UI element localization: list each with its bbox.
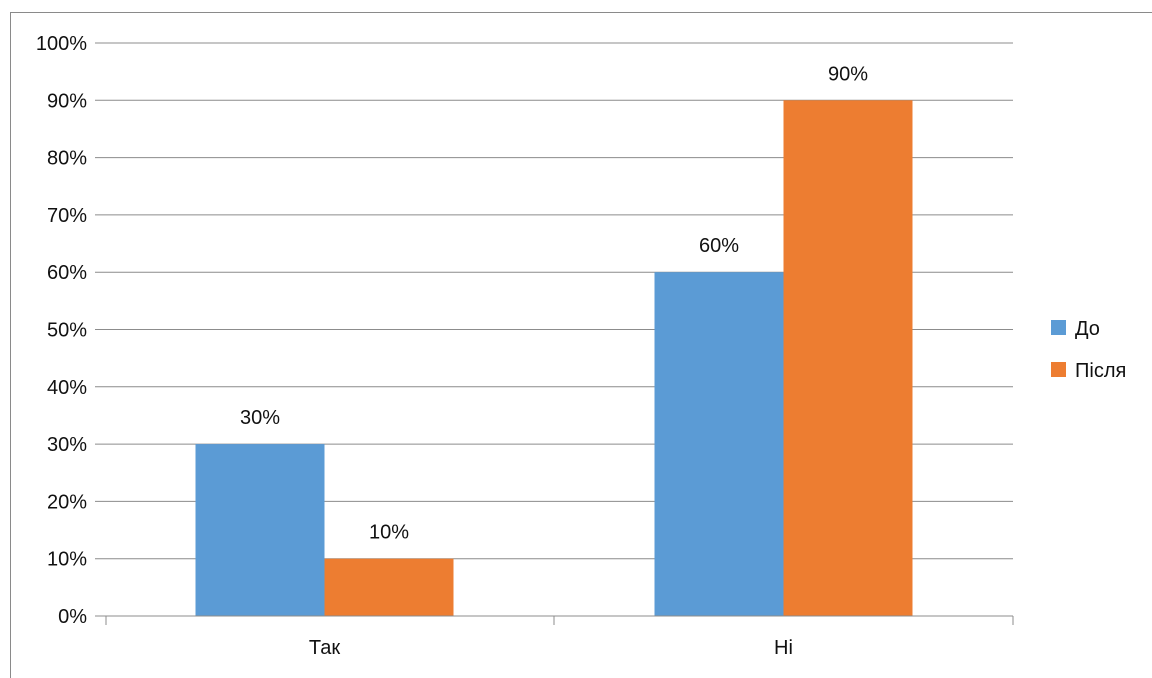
frame-left-border bbox=[10, 12, 11, 678]
bar-1-0 bbox=[324, 558, 454, 616]
legend-swatch bbox=[1051, 320, 1066, 335]
y-tick-label: 80% bbox=[47, 148, 87, 170]
x-axis bbox=[95, 615, 1014, 625]
y-tick-label: 90% bbox=[47, 90, 87, 112]
y-tick-label: 40% bbox=[47, 377, 87, 399]
data-labels: 30% 10% 60% 90% bbox=[240, 63, 868, 543]
y-tick-label: 70% bbox=[47, 205, 87, 227]
legend-label: Після bbox=[1075, 360, 1126, 382]
y-tick-label: 50% bbox=[47, 320, 87, 342]
y-tick-label: 10% bbox=[47, 549, 87, 571]
data-label: 60% bbox=[699, 235, 739, 257]
bar-0-1 bbox=[654, 272, 784, 616]
y-tick-label: 0% bbox=[58, 606, 87, 628]
data-label: 10% bbox=[369, 522, 409, 544]
legend-label: До bbox=[1075, 318, 1100, 340]
bar-1-1 bbox=[783, 100, 913, 617]
y-tick-label: 100% bbox=[36, 33, 87, 55]
y-tick-label: 20% bbox=[47, 491, 87, 513]
x-tick-label: Ні bbox=[774, 637, 793, 659]
data-label: 30% bbox=[240, 407, 280, 429]
y-tick-label: 60% bbox=[47, 262, 87, 284]
x-tick-label: Так bbox=[309, 637, 340, 659]
x-axis-tick-labels: Так Ні bbox=[309, 637, 793, 659]
legend-swatch bbox=[1051, 362, 1066, 377]
bars bbox=[195, 100, 913, 617]
frame-top-border bbox=[10, 12, 1152, 13]
bar-0-0 bbox=[195, 444, 325, 616]
data-label: 90% bbox=[828, 63, 868, 85]
y-axis-tick-labels: 0% 10% 20% 30% 40% 50% 60% 70% 80% 90% 100% bbox=[36, 33, 87, 628]
legend: До Після bbox=[1051, 318, 1126, 382]
y-tick-label: 30% bbox=[47, 434, 87, 456]
